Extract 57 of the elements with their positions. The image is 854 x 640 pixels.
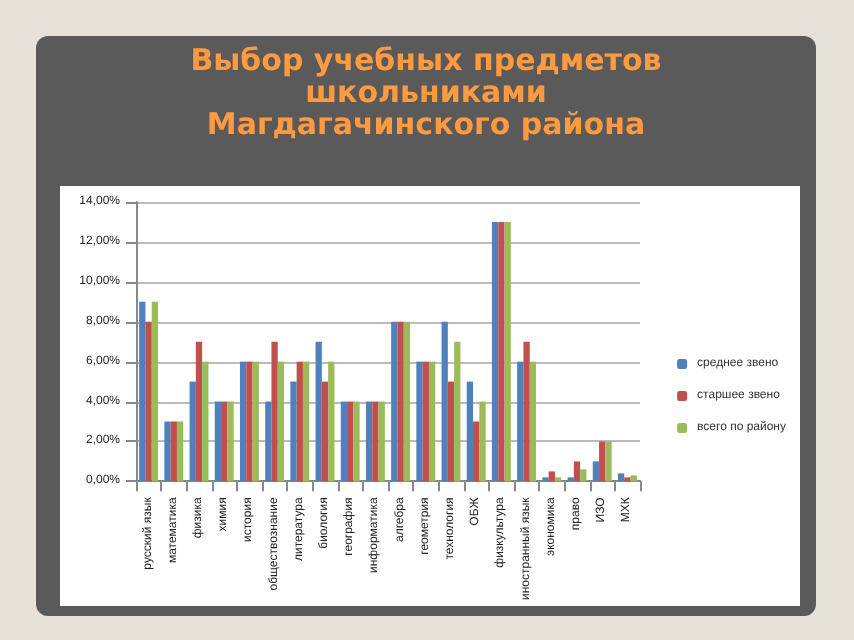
bar	[630, 475, 637, 482]
bar	[202, 361, 209, 482]
bar	[353, 401, 360, 482]
bar	[403, 321, 411, 482]
bar	[391, 321, 398, 482]
bar	[466, 381, 474, 482]
bar	[447, 381, 455, 482]
bar	[573, 461, 581, 482]
bar	[592, 461, 600, 482]
bar	[605, 441, 612, 482]
bar	[321, 381, 329, 482]
bar	[347, 401, 354, 482]
bar	[296, 361, 303, 482]
bar	[214, 401, 222, 482]
bar	[139, 301, 146, 482]
bar	[529, 361, 537, 482]
bar	[479, 401, 486, 482]
bar	[328, 361, 335, 482]
bar	[378, 401, 385, 482]
bar	[416, 361, 423, 482]
bar	[239, 361, 247, 482]
bar	[372, 401, 379, 482]
bar	[617, 473, 625, 482]
bar	[145, 321, 152, 482]
bar	[189, 381, 196, 482]
bar	[302, 361, 310, 482]
bar	[397, 321, 404, 482]
bar	[265, 401, 272, 482]
bar	[517, 361, 524, 482]
bar	[473, 421, 480, 482]
bar	[164, 421, 171, 482]
bar	[498, 221, 505, 482]
bar	[365, 401, 373, 482]
bar	[176, 421, 184, 482]
bar	[315, 341, 322, 482]
bar	[504, 221, 511, 482]
bar	[340, 401, 348, 482]
bar	[195, 341, 203, 482]
bar	[523, 341, 530, 482]
bar	[599, 441, 606, 482]
bar	[227, 401, 234, 482]
bar	[151, 301, 159, 482]
bar	[580, 469, 587, 482]
bar	[246, 361, 253, 482]
bar	[290, 381, 297, 482]
bar	[221, 401, 228, 482]
bar	[271, 341, 278, 482]
bar	[441, 321, 448, 482]
chart-title: Выбор учебных предметов школьниками Магдагачинского района	[188, 42, 664, 142]
bar	[454, 341, 461, 482]
bar	[428, 361, 436, 482]
bar	[548, 471, 555, 482]
bar	[252, 361, 259, 482]
bar	[422, 361, 429, 482]
bar	[491, 221, 499, 482]
bar	[277, 361, 285, 482]
bar	[170, 421, 177, 482]
